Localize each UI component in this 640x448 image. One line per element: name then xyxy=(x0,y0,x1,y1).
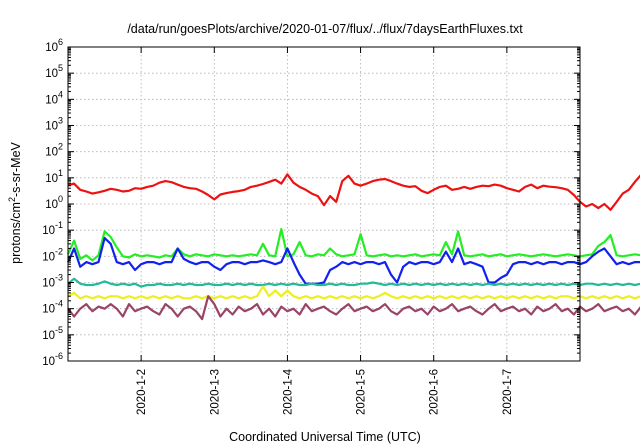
y-tick-label: 10-6 xyxy=(42,351,63,368)
plot-frame xyxy=(67,46,581,362)
x-tick-label: 2020-1-4 xyxy=(282,368,294,415)
y-tick-base: 10 xyxy=(45,42,58,54)
y-tick-label: 10-4 xyxy=(42,299,63,316)
chart-title: /data/run/goesPlots/archive/2020-01-07/f… xyxy=(127,22,523,36)
series-layer xyxy=(66,173,640,321)
y-tick-base: 10 xyxy=(45,173,58,185)
y-tick-base: 10 xyxy=(42,356,55,368)
y-axis-label-base: protons/cm xyxy=(9,202,23,264)
y-tick-label: 10-3 xyxy=(42,273,63,290)
y-tick-exponent: 0 xyxy=(58,194,63,204)
y-tick-label: 104 xyxy=(45,89,63,106)
y-tick-base: 10 xyxy=(45,199,58,211)
y-tick-base: 10 xyxy=(45,68,58,80)
series-line-3 xyxy=(66,236,640,285)
x-axis-label: Coordinated Universal Time (UTC) xyxy=(229,430,421,444)
y-tick-exponent: -3 xyxy=(55,273,63,283)
series-line-4 xyxy=(67,277,640,288)
x-tick-label: 2020-1-2 xyxy=(136,369,148,415)
x-tick-label: 2020-1-3 xyxy=(209,369,221,415)
y-tick-exponent: -4 xyxy=(55,299,63,309)
y-tick-exponent: -2 xyxy=(55,246,63,256)
x-tick-label: 2020-1-6 xyxy=(429,369,441,415)
y-tick-exponent: 3 xyxy=(58,116,63,126)
y-tick-label: 105 xyxy=(45,63,63,80)
y-tick-exponent: -6 xyxy=(55,351,63,361)
y-tick-exponent: -5 xyxy=(55,325,63,335)
y-tick-label: 10-1 xyxy=(42,220,63,237)
y-tick-base: 10 xyxy=(42,251,55,263)
y-tick-exponent: 6 xyxy=(58,37,63,47)
y-tick-label: 106 xyxy=(45,37,63,54)
y-tick-exponent: -1 xyxy=(55,220,63,230)
series-line-2 xyxy=(66,228,640,262)
x-tick-label: 2020-1-5 xyxy=(356,369,368,415)
y-tick-base: 10 xyxy=(45,94,58,106)
y-tick-base: 10 xyxy=(45,147,58,159)
y-tick-label: 10-5 xyxy=(42,325,63,342)
y-tick-exponent: 2 xyxy=(58,142,63,152)
x-tick-label: 2020-1-7 xyxy=(502,369,514,415)
y-axis-label-sup: 2 xyxy=(7,197,17,202)
y-tick-label: 100 xyxy=(45,194,63,211)
series-line-6 xyxy=(67,295,640,321)
y-tick-base: 10 xyxy=(42,304,55,316)
y-tick-base: 10 xyxy=(45,121,58,133)
y-tick-exponent: 5 xyxy=(58,63,63,73)
y-axis-label-rest: -s-sr-MeV xyxy=(9,141,23,197)
y-tick-base: 10 xyxy=(42,225,55,237)
y-tick-label: 101 xyxy=(45,168,63,185)
series-line-5 xyxy=(67,285,640,300)
y-tick-base: 10 xyxy=(42,330,55,342)
y-tick-exponent: 1 xyxy=(58,168,63,178)
y-tick-base: 10 xyxy=(42,278,55,290)
y-tick-label: 102 xyxy=(45,142,63,159)
y-tick-label: 103 xyxy=(45,116,63,133)
y-tick-exponent: 4 xyxy=(58,89,63,99)
y-axis-label: protons/cm2-s-sr-MeV xyxy=(7,141,23,263)
y-tick-label: 10-2 xyxy=(42,246,63,263)
series-line-1 xyxy=(67,173,640,211)
axes: 10-610-510-410-310-210-11001011021031041… xyxy=(42,37,581,415)
